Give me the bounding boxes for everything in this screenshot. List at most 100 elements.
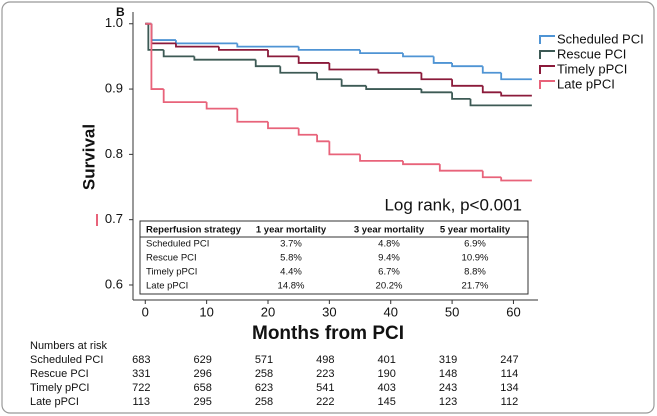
table-cell: Rescue PCI [146, 253, 197, 264]
risk-value: 190 [378, 368, 396, 380]
survival-step [267, 49, 299, 58]
survival-step [150, 23, 164, 90]
survival-step [402, 160, 440, 166]
survival-step [481, 66, 502, 74]
risk-value: 722 [132, 382, 150, 394]
table-cell: 3.7% [280, 239, 302, 250]
legend-label: Scheduled PCI [557, 31, 644, 46]
table-cell: 21.7% [462, 281, 489, 292]
risk-value: 247 [500, 354, 518, 366]
y-tick-label: 0.8 [105, 146, 123, 161]
risk-value: 319 [439, 354, 457, 366]
survival-step [218, 46, 268, 51]
x-tick-label: 10 [199, 304, 213, 319]
risk-value: 541 [316, 382, 334, 394]
table-cell: 20.2% [376, 281, 403, 292]
y-tick-label: 0.7 [105, 211, 123, 226]
survival-step [175, 40, 238, 45]
risk-value: 571 [255, 354, 273, 366]
survival-step [420, 72, 453, 81]
table-header: Reperfusion strategy [146, 225, 242, 236]
table-cell: 5.8% [280, 253, 302, 264]
legend-swatch [539, 50, 555, 59]
x-axis-label: Months from PCI [252, 323, 404, 344]
table-header: 1 year mortality [256, 225, 327, 236]
survival-step [481, 85, 502, 94]
survival-step [340, 79, 367, 87]
risk-value: 498 [316, 354, 334, 366]
survival-step [469, 98, 532, 107]
survival-step [236, 43, 299, 48]
x-tick-label: 20 [261, 304, 275, 319]
survival-step [377, 69, 422, 74]
survival-step [481, 170, 502, 179]
survival-step [236, 108, 268, 123]
survival-step [267, 121, 299, 130]
annotation: Log rank, p<0.001 [384, 195, 522, 214]
survival-step [316, 72, 342, 81]
survival-step [316, 134, 330, 143]
risk-value: 331 [132, 368, 150, 380]
survival-step [402, 53, 434, 58]
survival-step [438, 164, 483, 172]
survival-step [162, 49, 195, 58]
panel-label: B [116, 5, 125, 19]
risk-value: 258 [255, 368, 273, 380]
survival-step [328, 141, 361, 156]
survival-step [359, 154, 403, 162]
table-cell: 4.8% [378, 239, 400, 250]
risk-value: 623 [255, 382, 273, 394]
legend-label: Late pPCI [557, 76, 615, 91]
risk-name: Rescue PCI [30, 368, 89, 380]
risk-name: Late pPCI [30, 396, 79, 408]
x-tick-label: 60 [506, 304, 520, 319]
table-header: 3 year mortality [354, 225, 425, 236]
survival-step [193, 56, 256, 61]
y-axis-label: Survival [79, 124, 98, 190]
survival-step [175, 43, 219, 48]
risk-name: Scheduled PCI [30, 354, 103, 366]
survival-step [500, 72, 532, 81]
survival-step [147, 23, 164, 51]
legend-swatch [539, 80, 555, 89]
survival-step [451, 62, 483, 68]
survival-step [162, 89, 207, 104]
table-cell: Late pPCI [146, 281, 188, 292]
survival-step [500, 92, 532, 97]
risk-value: 223 [316, 368, 334, 380]
survival-step [328, 62, 379, 71]
risk-value: 243 [439, 382, 457, 394]
risk-title: Numbers at risk [30, 340, 108, 352]
table-cell: 10.9% [462, 253, 489, 264]
legend-label: Timely pPCI [557, 61, 627, 76]
risk-value: 114 [501, 368, 519, 380]
legend-label: Rescue PCI [557, 46, 626, 61]
risk-value: 658 [193, 382, 211, 394]
risk-value: 222 [316, 396, 334, 408]
risk-value: 683 [132, 354, 150, 366]
table-box [139, 220, 529, 295]
survival-step [420, 89, 453, 94]
risk-value: 258 [255, 396, 273, 408]
survival-step [297, 56, 330, 64]
survival-step [432, 56, 453, 64]
x-tick-label: 30 [322, 304, 336, 319]
table-cell: 6.7% [378, 267, 400, 278]
risk-value: 112 [501, 396, 519, 408]
legend-swatch [539, 65, 555, 74]
table-cell: 9.4% [378, 253, 400, 264]
table-cell: 6.9% [464, 239, 486, 250]
risk-value: 134 [500, 382, 518, 394]
y-tick-label: 1.0 [105, 15, 123, 30]
survival-step [254, 59, 281, 68]
table-header: 5 year mortality [440, 225, 511, 236]
x-tick-label: 0 [142, 304, 149, 319]
risk-value: 113 [132, 396, 150, 408]
risk-value: 403 [378, 382, 396, 394]
risk-value: 145 [378, 396, 396, 408]
risk-name: Timely pPCI [30, 382, 90, 394]
table-cell: 14.8% [278, 281, 305, 292]
risk-value: 123 [439, 396, 457, 408]
table-cell: Timely pPCI [146, 267, 197, 278]
